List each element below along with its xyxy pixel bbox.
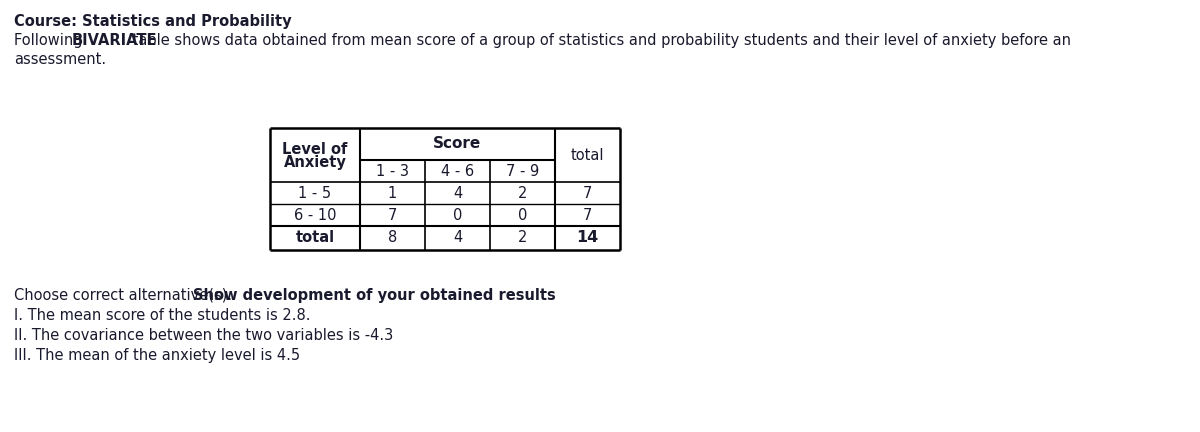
Text: Level of: Level of (282, 142, 348, 156)
Text: assessment.: assessment. (14, 52, 106, 67)
Text: 7: 7 (583, 185, 592, 200)
Text: 4: 4 (452, 185, 462, 200)
Text: 0: 0 (452, 207, 462, 222)
Text: 1 - 5: 1 - 5 (299, 185, 331, 200)
Text: 14: 14 (576, 231, 599, 245)
Text: 7: 7 (388, 207, 397, 222)
Text: Course: Statistics and Probability: Course: Statistics and Probability (14, 14, 292, 29)
Text: 4 - 6: 4 - 6 (440, 163, 474, 178)
Text: BIVARIATE: BIVARIATE (72, 33, 157, 48)
Text: 1: 1 (388, 185, 397, 200)
Text: 2: 2 (518, 185, 527, 200)
Text: table shows data obtained from mean score of a group of statistics and probabili: table shows data obtained from mean scor… (128, 33, 1072, 48)
Text: 7: 7 (583, 207, 592, 222)
Text: III. The mean of the anxiety level is 4.5: III. The mean of the anxiety level is 4.… (14, 348, 300, 363)
Text: total: total (295, 231, 335, 245)
Text: I. The mean score of the students is 2.8.: I. The mean score of the students is 2.8… (14, 308, 311, 323)
Text: Score: Score (433, 137, 481, 152)
Text: 7 - 9: 7 - 9 (506, 163, 539, 178)
Text: Following: Following (14, 33, 88, 48)
Text: total: total (571, 147, 605, 162)
Text: 1 - 3: 1 - 3 (376, 163, 409, 178)
Text: Choose correct alternative(s).: Choose correct alternative(s). (14, 288, 236, 303)
Text: 0: 0 (518, 207, 527, 222)
Text: Show development of your obtained results: Show development of your obtained result… (193, 288, 556, 303)
Text: 8: 8 (388, 231, 397, 245)
Text: 2: 2 (518, 231, 527, 245)
Text: II. The covariance between the two variables is -4.3: II. The covariance between the two varia… (14, 328, 394, 343)
Text: Anxiety: Anxiety (283, 156, 347, 171)
Text: 4: 4 (452, 231, 462, 245)
Text: 6 - 10: 6 - 10 (294, 207, 336, 222)
